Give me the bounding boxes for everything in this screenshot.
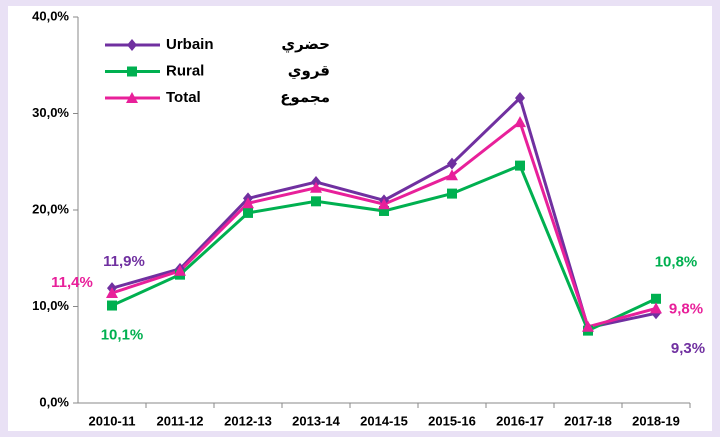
x-tick-label: 2013-14 <box>292 413 340 428</box>
legend-label: Urbain <box>166 36 214 53</box>
legend-label: Rural <box>166 62 204 79</box>
data-label: 9,3% <box>671 340 705 357</box>
marker <box>106 286 118 298</box>
marker <box>446 169 458 181</box>
data-label: 9,8% <box>669 300 703 317</box>
marker <box>127 39 137 51</box>
marker <box>378 198 390 210</box>
marker <box>582 320 594 332</box>
x-tick-label: 2010-11 <box>89 413 136 428</box>
data-label: 11,4% <box>51 274 93 291</box>
marker <box>379 205 389 216</box>
marker <box>515 92 525 105</box>
legend-label-ar: مجموع <box>280 89 330 106</box>
y-tick-label: 20,0% <box>32 201 69 216</box>
x-tick-label: 2016-17 <box>496 413 544 428</box>
marker <box>242 197 254 209</box>
x-tick-label: 2015-16 <box>428 413 476 428</box>
marker <box>127 66 137 77</box>
marker <box>515 160 525 171</box>
y-tick-label: 0,0% <box>39 394 69 409</box>
data-label: 11,9% <box>103 253 145 270</box>
y-tick-label: 30,0% <box>32 105 69 120</box>
data-label: 10,8% <box>655 254 698 271</box>
marker <box>650 302 662 314</box>
marker <box>514 116 526 128</box>
marker <box>447 188 457 199</box>
legend-label-ar: حضري <box>281 36 330 54</box>
marker <box>126 92 138 103</box>
marker <box>107 300 117 311</box>
marker <box>651 293 661 304</box>
chart-area <box>8 6 712 431</box>
marker <box>310 181 322 193</box>
marker <box>174 264 186 276</box>
legend-label: Total <box>166 89 201 106</box>
x-tick-label: 2012-13 <box>224 413 272 428</box>
marker <box>311 196 321 207</box>
legend-label-ar: قروي <box>288 62 330 80</box>
data-label: 10,1% <box>101 327 144 344</box>
marker <box>243 207 253 218</box>
y-tick-label: 40,0% <box>32 8 69 23</box>
marker <box>447 157 457 170</box>
x-tick-label: 2017-18 <box>564 413 612 428</box>
x-tick-label: 2014-15 <box>360 413 408 428</box>
x-tick-label: 2018-19 <box>632 413 680 428</box>
y-tick-label: 10,0% <box>32 298 69 313</box>
x-tick-label: 2011-12 <box>157 413 204 428</box>
